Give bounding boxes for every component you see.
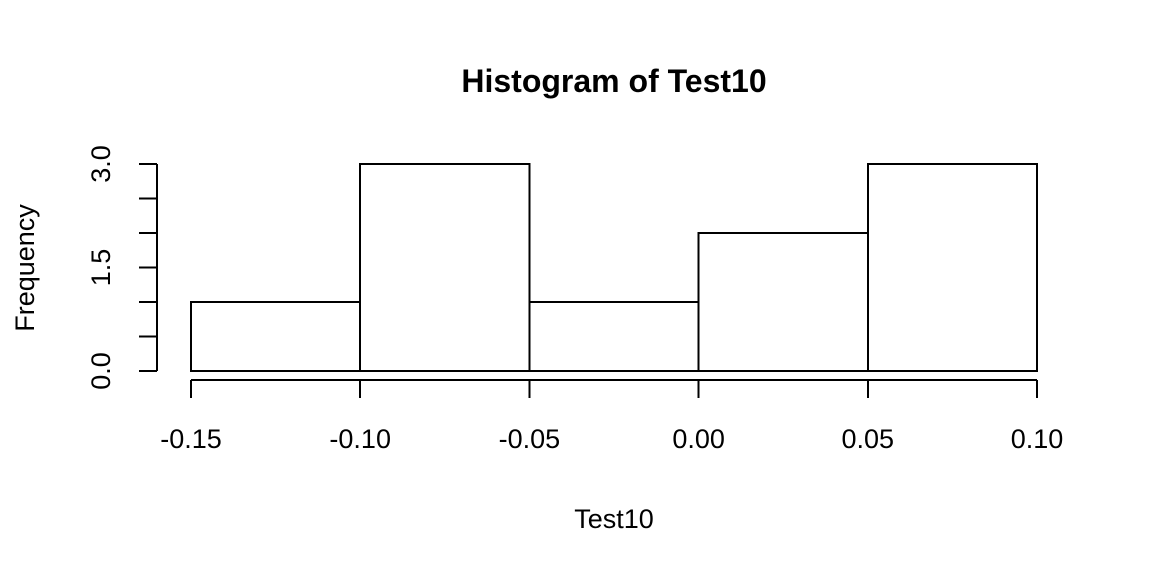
y-axis: 0.0 1.5 3.0 bbox=[86, 145, 158, 390]
histogram-bar-3 bbox=[528, 301, 700, 372]
x-axis-title: Test10 bbox=[574, 504, 654, 534]
x-tick-label: -0.10 bbox=[329, 424, 391, 454]
x-tick-label: 0.10 bbox=[1011, 424, 1064, 454]
x-tick-label: 0.00 bbox=[672, 424, 725, 454]
y-axis-title: Frequency bbox=[10, 204, 40, 332]
histogram-bars bbox=[190, 163, 1038, 372]
y-tick-label: 1.5 bbox=[86, 249, 116, 287]
x-tick-label: -0.15 bbox=[160, 424, 222, 454]
x-tick-label: 0.05 bbox=[842, 424, 895, 454]
y-tick-label: 0.0 bbox=[86, 352, 116, 390]
histogram-bar-2 bbox=[359, 163, 531, 372]
y-tick-label: 3.0 bbox=[86, 145, 116, 183]
histogram-bar-1 bbox=[190, 301, 362, 372]
histogram-bar-4 bbox=[697, 232, 869, 372]
histogram-bar-5 bbox=[866, 163, 1038, 372]
x-tick-label: -0.05 bbox=[499, 424, 561, 454]
chart-title: Histogram of Test10 bbox=[461, 63, 766, 99]
x-axis: -0.15 -0.10 -0.05 0.00 0.05 0.10 bbox=[160, 379, 1064, 454]
